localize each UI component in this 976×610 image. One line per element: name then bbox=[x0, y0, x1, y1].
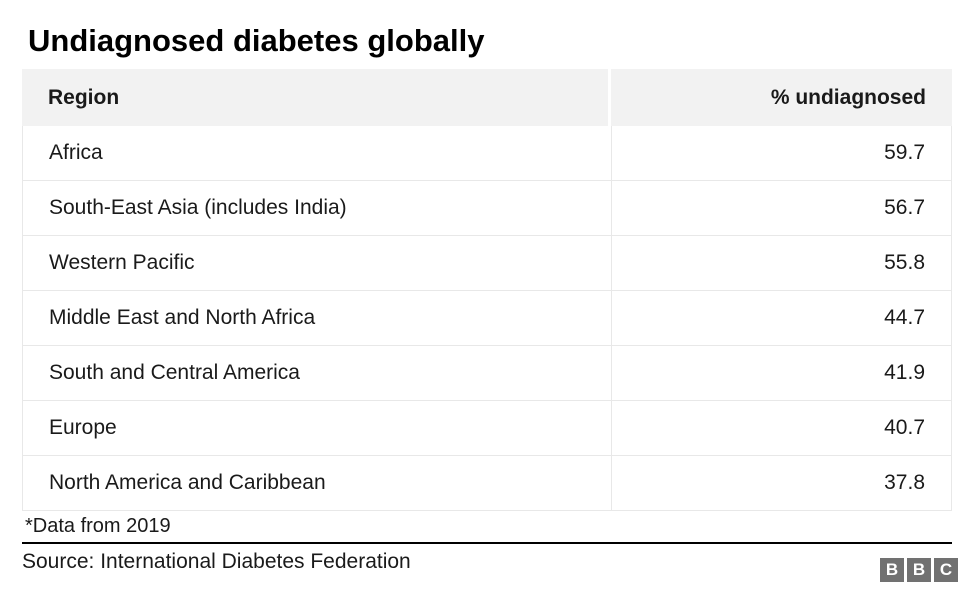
region-cell: North America and Caribbean bbox=[22, 456, 611, 511]
table-row: Western Pacific 55.8 bbox=[22, 236, 952, 291]
attribution-row: Source: International Diabetes Federatio… bbox=[22, 549, 958, 582]
table-row: Europe 40.7 bbox=[22, 401, 952, 456]
value-cell: 41.9 bbox=[611, 346, 952, 401]
data-table: Region % undiagnosed Africa 59.7 South-E… bbox=[22, 69, 952, 511]
region-cell: Africa bbox=[22, 126, 611, 181]
value-cell: 55.8 bbox=[611, 236, 952, 291]
source-text: Source: International Diabetes Federatio… bbox=[22, 550, 411, 573]
header-cell-region: Region bbox=[22, 69, 608, 126]
bbc-logo-block: C bbox=[934, 558, 958, 582]
table-row: Africa 59.7 bbox=[22, 126, 952, 181]
bbc-logo-block: B bbox=[880, 558, 904, 582]
value-cell: 56.7 bbox=[611, 181, 952, 236]
bbc-logo: B B C bbox=[880, 558, 958, 582]
table-row: South-East Asia (includes India) 56.7 bbox=[22, 181, 952, 236]
table-row: Middle East and North Africa 44.7 bbox=[22, 291, 952, 346]
header-cell-percent-undiagnosed: % undiagnosed bbox=[611, 69, 952, 126]
region-cell: Europe bbox=[22, 401, 611, 456]
value-cell: 59.7 bbox=[611, 126, 952, 181]
bbc-logo-block: B bbox=[907, 558, 931, 582]
table-row: North America and Caribbean 37.8 bbox=[22, 456, 952, 511]
table-header-row: Region % undiagnosed bbox=[22, 69, 952, 126]
divider-line bbox=[22, 542, 952, 544]
region-cell: Western Pacific bbox=[22, 236, 611, 291]
footnote: *Data from 2019 bbox=[25, 515, 171, 537]
value-cell: 40.7 bbox=[611, 401, 952, 456]
region-cell: South-East Asia (includes India) bbox=[22, 181, 611, 236]
table-row: South and Central America 41.9 bbox=[22, 346, 952, 401]
page-title: Undiagnosed diabetes globally bbox=[28, 23, 485, 58]
value-cell: 37.8 bbox=[611, 456, 952, 511]
value-cell: 44.7 bbox=[611, 291, 952, 346]
region-cell: South and Central America bbox=[22, 346, 611, 401]
region-cell: Middle East and North Africa bbox=[22, 291, 611, 346]
